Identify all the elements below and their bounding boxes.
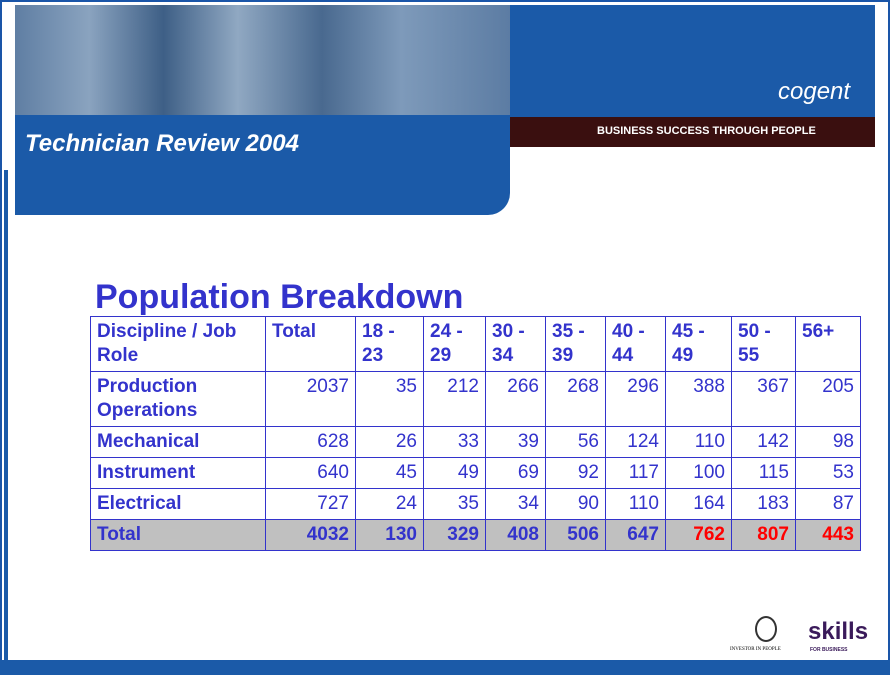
cell: 92 bbox=[545, 457, 606, 489]
cell: Electrical bbox=[90, 488, 266, 520]
cell: 647 bbox=[605, 519, 666, 551]
tagline: BUSINESS SUCCESS THROUGH PEOPLE bbox=[597, 125, 816, 137]
cell: 35 bbox=[355, 371, 424, 427]
cell: 35 bbox=[423, 488, 486, 520]
cell: 443 bbox=[795, 519, 861, 551]
cell: 56+ bbox=[795, 316, 861, 372]
cell: 329 bbox=[423, 519, 486, 551]
total-row: Total 4032 130 329 408 506 647 762 807 443 bbox=[90, 519, 861, 551]
data-row: Electrical 727 24 35 34 90 110 164 183 87 bbox=[90, 488, 861, 520]
cell: 100 bbox=[665, 457, 732, 489]
cell: 40 - 44 bbox=[605, 316, 666, 372]
cell: 90 bbox=[545, 488, 606, 520]
cell: 628 bbox=[265, 426, 356, 458]
cell: 117 bbox=[605, 457, 666, 489]
header-row: Discipline / Job Role Total 18 - 23 24 - 29… bbox=[90, 316, 861, 372]
cell: 268 bbox=[545, 371, 606, 427]
cell: 110 bbox=[665, 426, 732, 458]
cell: 296 bbox=[605, 371, 666, 427]
cell: Total bbox=[265, 316, 356, 372]
cell: 130 bbox=[355, 519, 424, 551]
title-banner bbox=[15, 115, 510, 215]
cell: 115 bbox=[731, 457, 796, 489]
title: Technician Review 2004 bbox=[25, 130, 299, 157]
cell: 35 - 39 bbox=[545, 316, 606, 372]
cell: 807 bbox=[731, 519, 796, 551]
investor-text: INVESTOR IN PEOPLE bbox=[730, 647, 781, 652]
logo: cogent bbox=[778, 78, 851, 105]
skills-sub: FOR BUSINESS bbox=[810, 647, 848, 653]
cell: 762 bbox=[665, 519, 732, 551]
cell: Total bbox=[90, 519, 266, 551]
cell: 183 bbox=[731, 488, 796, 520]
cell: 34 bbox=[485, 488, 546, 520]
cell: 49 bbox=[423, 457, 486, 489]
cell: 164 bbox=[665, 488, 732, 520]
data-row: Instrument 640 45 49 69 92 117 100 115 53 bbox=[90, 457, 861, 489]
cell: 45 bbox=[355, 457, 424, 489]
cell: 56 bbox=[545, 426, 606, 458]
cell: 4032 bbox=[265, 519, 356, 551]
cell: 87 bbox=[795, 488, 861, 520]
cell: Mechanical bbox=[90, 426, 266, 458]
cell: 266 bbox=[485, 371, 546, 427]
left-bar bbox=[4, 170, 8, 670]
data-row: Production Operations 2037 35 212 266 268 296 3… bbox=[90, 371, 861, 427]
cell: 39 bbox=[485, 426, 546, 458]
cell: 30 - 34 bbox=[485, 316, 546, 372]
cell: 26 bbox=[355, 426, 424, 458]
cell: 367 bbox=[731, 371, 796, 427]
bottom-band bbox=[0, 660, 890, 675]
cell: 24 bbox=[355, 488, 424, 520]
cell: 69 bbox=[485, 457, 546, 489]
cell: Discipline / Job Role bbox=[90, 316, 266, 372]
investor-logo bbox=[755, 616, 777, 642]
photo-strip bbox=[15, 5, 510, 115]
cell: 50 - 55 bbox=[731, 316, 796, 372]
cell: 142 bbox=[731, 426, 796, 458]
cell: 33 bbox=[423, 426, 486, 458]
cell: 408 bbox=[485, 519, 546, 551]
cell: 506 bbox=[545, 519, 606, 551]
cell: 2037 bbox=[265, 371, 356, 427]
cell: 212 bbox=[423, 371, 486, 427]
cell: 45 - 49 bbox=[665, 316, 732, 372]
cell: 18 - 23 bbox=[355, 316, 424, 372]
data-row: Mechanical 628 26 33 39 56 124 110 142 98 bbox=[90, 426, 861, 458]
cell: Production Operations bbox=[90, 371, 266, 427]
cell: 124 bbox=[605, 426, 666, 458]
cell: Instrument bbox=[90, 457, 266, 489]
cell: 110 bbox=[605, 488, 666, 520]
table: Discipline / Job Role Total 18 - 23 24 - 29… bbox=[90, 316, 861, 551]
heading: Population Breakdown bbox=[95, 278, 464, 316]
header-band bbox=[510, 5, 875, 117]
tagline-bar bbox=[510, 117, 875, 147]
cell: 98 bbox=[795, 426, 861, 458]
cell: 53 bbox=[795, 457, 861, 489]
skills-logo: skills bbox=[808, 618, 869, 645]
cell: 388 bbox=[665, 371, 732, 427]
cell: 24 - 29 bbox=[423, 316, 486, 372]
cell: 205 bbox=[795, 371, 861, 427]
cell: 640 bbox=[265, 457, 356, 489]
cell: 727 bbox=[265, 488, 356, 520]
